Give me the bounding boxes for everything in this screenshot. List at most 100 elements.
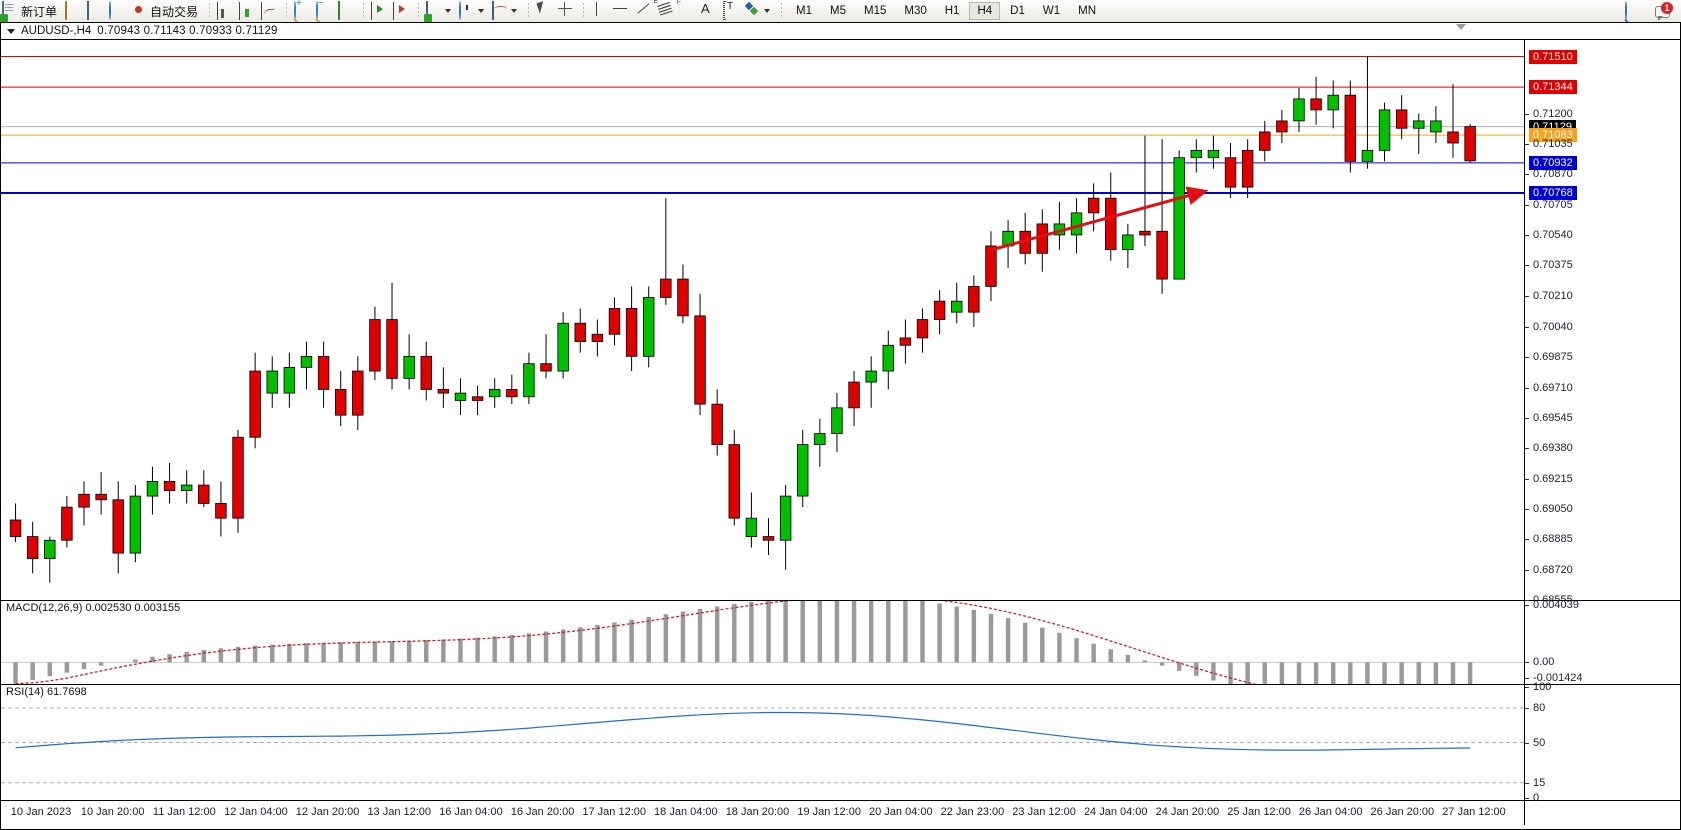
candle-body [352,370,364,416]
new-order-button[interactable]: 新订单 [0,1,63,21]
vertical-line-button[interactable] [589,1,611,21]
chevron-down-icon[interactable] [445,9,452,13]
price-axis-label: 0.68720 [1533,563,1573,576]
price-tag-resistance-line[interactable]: 0.71510 [1529,49,1577,64]
candle-body [1361,149,1374,162]
bar-chart-button[interactable] [215,1,237,21]
timeframe-m30[interactable]: M30 [904,5,927,17]
trend-arrow-annotation[interactable] [1,40,1524,600]
timeframe-m1[interactable]: M1 [796,5,813,17]
timeframe-h1[interactable]: H1 [944,5,960,17]
candle-body [369,319,381,372]
candle-body [283,366,296,394]
auto-trading-button[interactable]: 自动交易 [129,1,204,21]
text-button[interactable]: A [699,1,721,21]
chevron-down-icon[interactable] [478,9,485,13]
rsi-label: RSI(14) 61.7698 [6,686,87,698]
rsi-axis-label: 50 [1533,736,1546,749]
candlestick-chart-icon [239,2,257,20]
chart-window[interactable]: AUDUSD-,H4 0.70943 0.71143 0.70933 0.711… [0,22,1681,830]
search-button[interactable] [1623,1,1645,21]
trendline-button[interactable] [633,1,655,21]
chart-menu-icon[interactable] [7,28,15,34]
price-plot-area[interactable] [1,40,1524,600]
chart-scroll-indicator-icon[interactable] [1456,24,1466,30]
shapes-button[interactable] [743,1,776,21]
time-axis-label: 11 Jan 12:00 [152,806,216,818]
price-axis[interactable]: 0.71510 0.71344 0.71200 0.71129 0.71083 0.710… [1524,40,1680,606]
candle-body [1447,131,1459,144]
timeframe-w1[interactable]: W1 [1042,5,1061,17]
price-tag-support-line[interactable]: 0.70932 [1529,155,1577,170]
candle-body [779,495,792,541]
rsi-pane[interactable]: RSI(14) 61.7698 100 80 50 15 0 [1,681,1680,804]
rsi-plot-area[interactable] [1,685,1524,800]
time-axis-label: 18 Jan 04:00 [654,806,718,818]
grid-button[interactable] [336,1,358,21]
shift-right-button[interactable] [369,1,391,21]
price-axis-label: 0.70040 [1533,320,1573,333]
report-button[interactable] [85,1,107,21]
text-label-button[interactable] [721,1,743,21]
candle-body [300,355,313,368]
zoom-in-button[interactable] [292,1,314,21]
price-tag-resistance-line[interactable]: 0.71344 [1529,80,1577,95]
price-axis-label: 0.70870 [1533,168,1573,181]
signal-button[interactable] [107,1,129,21]
price-axis-tick [1525,600,1529,601]
candle-body [163,480,176,491]
cursor-icon [536,2,554,20]
timeframe-h4[interactable]: H4 [969,2,1001,20]
chevron-down-icon[interactable] [764,9,771,13]
price-axis-label: 0.71035 [1533,137,1573,150]
price-pane[interactable]: 0.71510 0.71344 0.71200 0.71129 0.71083 0.710… [1,40,1680,606]
price-axis-tick [1525,357,1529,359]
shift-left-button[interactable] [391,1,413,21]
price-axis-tick [1525,448,1529,450]
zoom-out-button[interactable] [314,1,336,21]
template-button[interactable] [490,1,523,21]
timeframe-d1[interactable]: D1 [1010,5,1025,17]
notification-button[interactable]: 1 [1653,1,1675,21]
price-axis-label: 0.70705 [1533,198,1573,211]
indicators-button[interactable] [424,1,457,21]
candle-body [1105,197,1117,251]
price-tag-support-line[interactable]: 0.70768 [1529,186,1577,200]
timeframe-m5[interactable]: M5 [830,5,846,17]
rsi-line [15,711,1471,751]
candle-body [1430,120,1442,133]
crosshair-button[interactable] [556,1,578,21]
time-axis-label: 22 Jan 23:00 [940,806,1005,818]
price-axis-tick [1525,295,1529,297]
zoom-out-icon [316,1,334,20]
chevron-down-icon[interactable] [511,9,518,13]
folder-icon [65,1,83,20]
candlestick-chart-button[interactable] [237,1,259,21]
candle-body [951,300,963,313]
price-axis-label: 0.69050 [1533,502,1573,515]
fibonacci-button[interactable] [655,1,677,21]
time-axis-label: 10 Jan 20:00 [80,806,145,818]
horizontal-line-button[interactable] [611,1,633,21]
price-axis-tick [1525,113,1529,115]
timeframe-m15[interactable]: M15 [864,5,887,17]
channel-button[interactable] [677,1,699,21]
candle-body [1087,197,1100,214]
timeframe-mn[interactable]: MN [1078,5,1096,17]
macd-pane[interactable]: MACD(12,26,9) 0.002530 0.003155 0.004039… [1,599,1680,685]
macd-plot-area[interactable] [1,601,1524,684]
candle-body [933,300,946,320]
price-tag-pivot-line[interactable]: 0.71083 [1529,128,1577,143]
price-axis-tick [1525,417,1529,419]
notification-icon: 1 [1655,2,1673,21]
macd-axis-label: 0.00 [1533,656,1555,669]
period-button[interactable] [457,1,490,21]
toolbar-separator [286,3,288,19]
folder-button[interactable] [63,1,85,21]
candle-body [831,407,843,434]
cursor-button[interactable] [534,1,556,21]
line-chart-button[interactable] [259,1,281,21]
rsi-axis-tick [1525,742,1529,744]
time-axis-label: 27 Jan 12:00 [1442,806,1506,818]
candle-body [797,444,809,497]
